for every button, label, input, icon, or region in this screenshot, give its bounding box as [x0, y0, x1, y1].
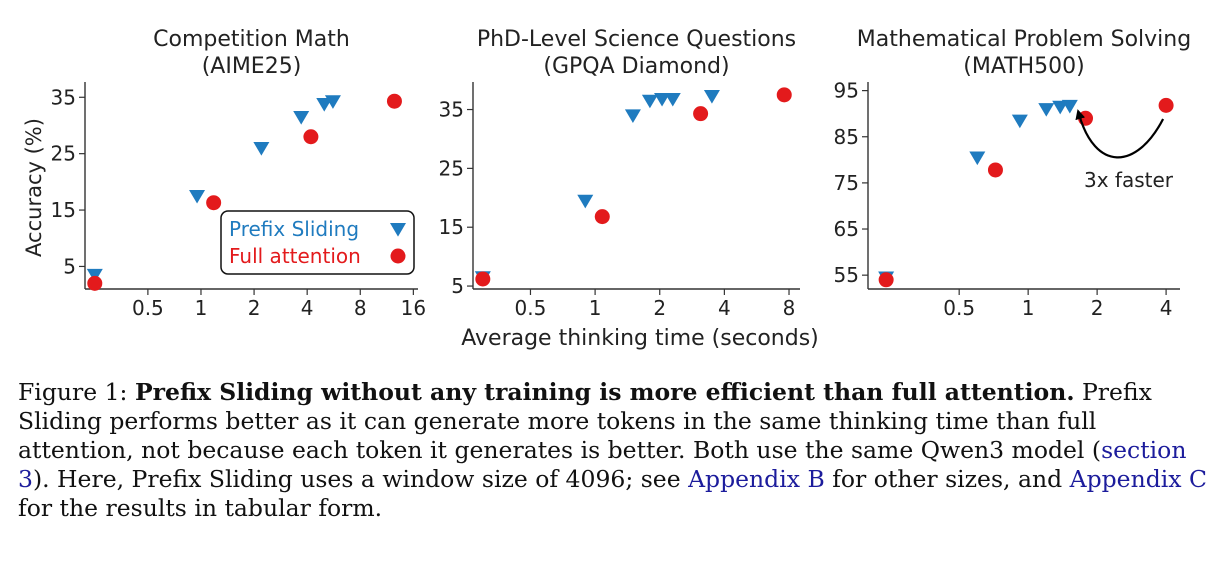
- caption-figure-label: Figure 1:: [18, 378, 135, 406]
- full-attention-point: [878, 272, 894, 288]
- y-tick-label: 35: [51, 85, 76, 109]
- legend-label-prefix-sliding: Prefix Sliding: [229, 217, 359, 241]
- prefix-sliding-point: [641, 94, 658, 109]
- prefix-sliding-point: [316, 98, 333, 112]
- link-appendix-b[interactable]: Appendix B: [688, 465, 825, 493]
- link-section-3[interactable]: section 3: [18, 436, 1187, 493]
- shared-x-axis-label: Average thinking time (seconds): [461, 326, 819, 351]
- caption-text-2: ). Here, Prefix Sliding uses a window si…: [32, 465, 689, 493]
- prefix-sliding-point: [664, 92, 681, 107]
- y-tick-label: 35: [439, 98, 464, 122]
- x-tick-label: 8: [783, 296, 796, 320]
- y-tick-label: 5: [451, 274, 464, 298]
- prefix-sliding-point: [969, 151, 986, 166]
- prefix-sliding-point: [293, 111, 310, 125]
- full-attention-point: [206, 195, 222, 211]
- prefix-sliding-point: [324, 95, 341, 109]
- y-tick-label: 55: [834, 263, 859, 287]
- y-tick-label: 65: [834, 217, 859, 241]
- y-tick-label: 15: [51, 198, 76, 222]
- y-tick-label: 75: [834, 171, 859, 195]
- x-tick-label: 8: [354, 296, 367, 320]
- y-tick-label: 25: [51, 142, 76, 166]
- y-tick-label: 25: [439, 156, 464, 180]
- x-tick-label: 2: [248, 296, 261, 320]
- chart-panel-3: Mathematical Problem Solving(MATH500) 0.5…: [834, 27, 1192, 320]
- legend: Prefix Sliding Full attention: [220, 210, 415, 275]
- full-attention-point: [475, 271, 491, 287]
- prefix-sliding-point: [703, 90, 720, 104]
- speedup-annotation: 3x faster: [1084, 168, 1174, 192]
- prefix-sliding-point: [1061, 99, 1078, 114]
- caption-text-1: Prefix Sliding performs better as it can…: [18, 378, 1152, 464]
- prefix-sliding-point: [1011, 114, 1028, 129]
- prefix-sliding-point: [86, 268, 103, 283]
- full-attention-point: [87, 275, 103, 291]
- legend-label-full-attention: Full attention: [229, 244, 361, 268]
- prefix-sliding-point: [1052, 100, 1069, 115]
- legend-box: [220, 210, 415, 275]
- caption-text-3: for other sizes, and: [824, 465, 1070, 493]
- y-tick-label: 95: [834, 79, 859, 103]
- y-axis-label: Accuracy (%): [22, 118, 46, 257]
- full-attention-point: [987, 162, 1003, 178]
- figure-caption: Figure 1: Prefix Sliding without any tra…: [18, 378, 1210, 523]
- prefix-sliding-point: [654, 92, 671, 107]
- chart-title-line: (GPQA Diamond): [543, 54, 729, 79]
- x-tick-label: 1: [589, 296, 602, 320]
- x-tick-label: 4: [1160, 296, 1173, 320]
- link-appendix-c[interactable]: Appendix C: [1069, 465, 1207, 493]
- chart-title-line: PhD-Level Science Questions: [477, 27, 796, 52]
- full-attention-point: [776, 87, 792, 103]
- full-attention-point: [386, 93, 402, 109]
- chart-title-line: (AIME25): [202, 54, 302, 79]
- chart-panel-2: PhD-Level Science Questions(GPQA Diamond…: [439, 27, 800, 320]
- x-tick-label: 1: [1022, 296, 1035, 320]
- legend-marker-full-attention: [390, 248, 406, 264]
- prefix-sliding-point: [1038, 103, 1055, 117]
- chart-title-line: Mathematical Problem Solving: [857, 27, 1191, 52]
- chart-panel-1: Competition Math(AIME25) 0.5 1 2 4 8 16 5 15 25 35…: [22, 27, 426, 320]
- prefix-sliding-point: [189, 189, 206, 204]
- full-attention-point: [693, 106, 709, 122]
- prefix-sliding-point: [577, 194, 594, 209]
- x-tick-label: 4: [718, 296, 731, 320]
- prefix-sliding-point: [624, 109, 641, 124]
- x-tick-label: 0.5: [943, 296, 975, 320]
- legend-marker-prefix-sliding: [390, 223, 406, 237]
- x-tick-label: 0.5: [132, 296, 164, 320]
- y-tick-label: 85: [834, 125, 859, 149]
- full-attention-point: [1158, 97, 1174, 113]
- prefix-sliding-point: [253, 142, 270, 156]
- y-tick-label: 5: [63, 254, 76, 278]
- x-tick-label: 2: [653, 296, 666, 320]
- chart-title-line: (MATH500): [963, 54, 1084, 79]
- y-tick-label: 15: [439, 215, 464, 239]
- full-attention-point: [594, 209, 610, 225]
- x-tick-label: 0.5: [515, 296, 547, 320]
- x-tick-label: 16: [401, 296, 426, 320]
- full-attention-point: [303, 129, 319, 145]
- x-tick-label: 4: [301, 296, 314, 320]
- speedup-arrow: [1075, 109, 1165, 159]
- caption-bold-lead: Prefix Sliding without any training is m…: [134, 378, 1075, 406]
- figure: Competition Math(AIME25)0.5 1 2 4 8 165152535…: [22, 27, 1192, 351]
- x-tick-label: 2: [1091, 296, 1104, 320]
- chart-title-line: Competition Math: [153, 27, 350, 52]
- caption-text-4: for the results in tabular form.: [18, 494, 383, 522]
- x-tick-label: 1: [195, 296, 208, 320]
